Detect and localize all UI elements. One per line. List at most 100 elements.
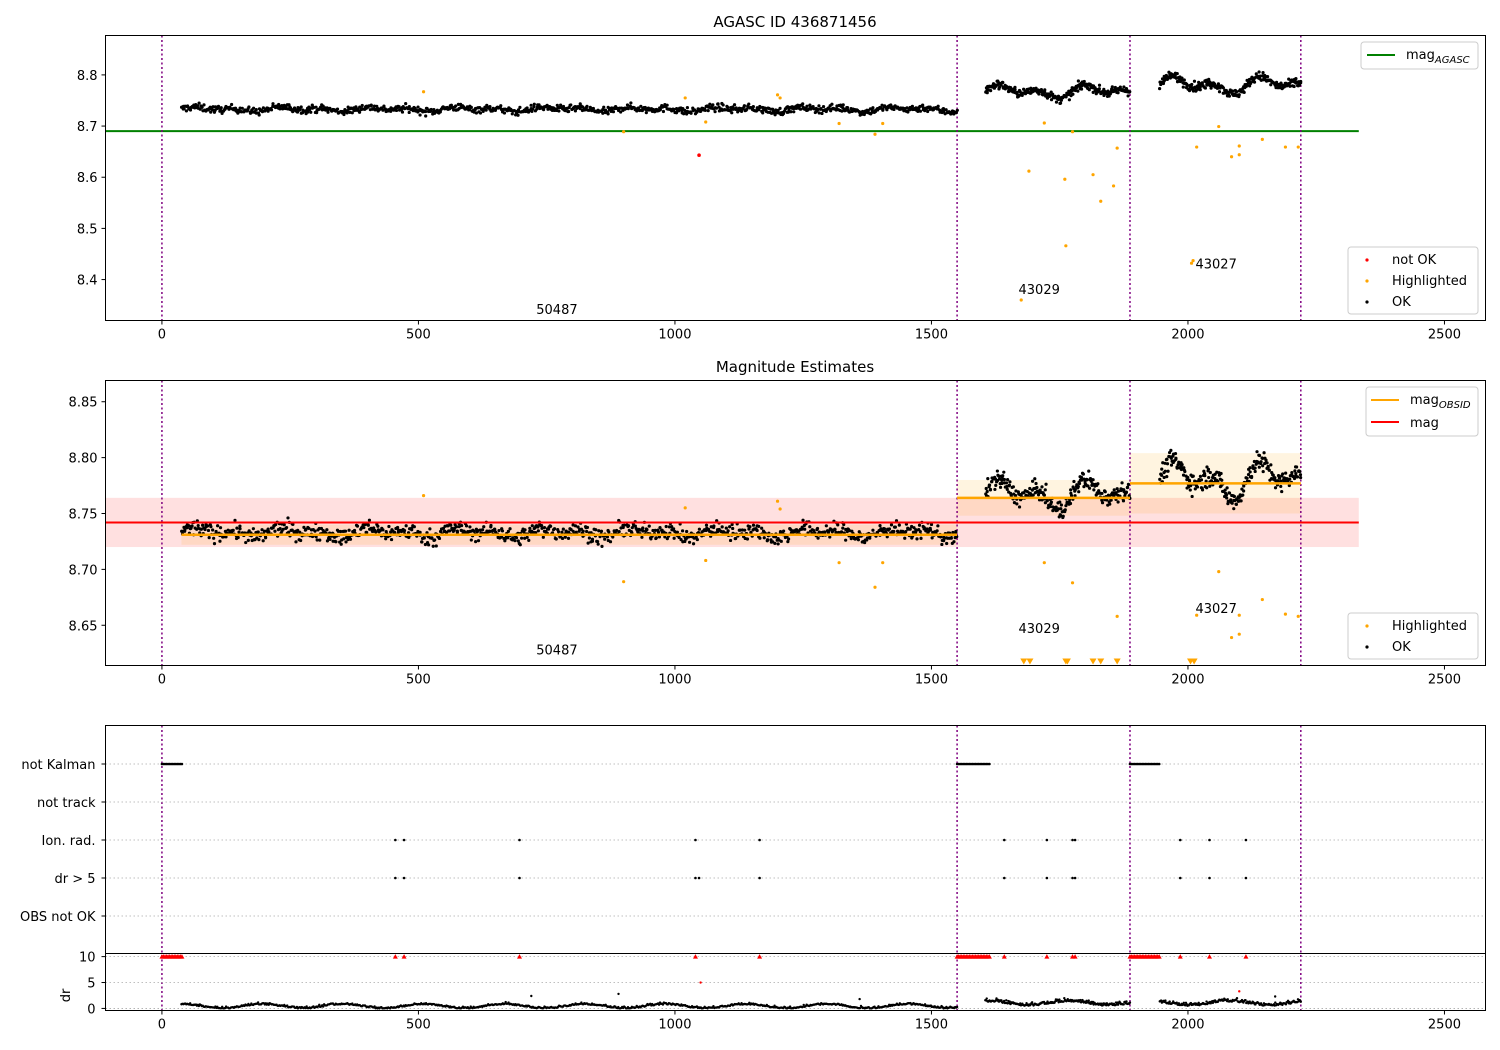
ok-point xyxy=(1043,90,1047,94)
ok-point xyxy=(730,522,734,527)
panel1-bands xyxy=(105,35,1359,321)
obsid-label: 50487 xyxy=(536,643,577,658)
ok-point xyxy=(919,536,923,540)
ok-point xyxy=(1294,77,1298,81)
ok-point xyxy=(468,108,472,112)
ok-point xyxy=(571,529,575,533)
ok-point xyxy=(296,528,300,532)
ok-point xyxy=(535,105,540,109)
ok-point xyxy=(602,105,606,109)
flag-point xyxy=(1071,876,1074,880)
ok-point xyxy=(307,526,311,531)
ok-point xyxy=(1260,456,1265,460)
ok-point xyxy=(994,483,998,487)
highlighted-point xyxy=(1111,184,1116,188)
ok-point xyxy=(1112,488,1116,492)
ok-point xyxy=(1248,470,1252,474)
ok-point xyxy=(529,103,533,107)
ok-point xyxy=(216,104,221,108)
highlighted-point xyxy=(1019,298,1023,302)
ok-point xyxy=(704,523,709,527)
ok-point xyxy=(182,107,186,111)
ok-point xyxy=(1197,80,1201,84)
ok-point xyxy=(721,103,725,107)
ok-point xyxy=(325,539,330,543)
ok-point xyxy=(1224,493,1229,497)
dr-point xyxy=(1226,998,1229,1001)
x-tick-label: 2500 xyxy=(1428,673,1461,688)
ok-point xyxy=(1121,499,1126,503)
ok-point xyxy=(682,112,686,116)
ok-point xyxy=(815,526,820,531)
ok-point xyxy=(806,107,811,111)
flag-point xyxy=(758,838,761,842)
ok-point xyxy=(1261,464,1265,468)
ok-point xyxy=(599,529,604,533)
dr-point xyxy=(1189,1001,1193,1005)
ok-point xyxy=(1067,98,1071,102)
ok-point xyxy=(474,539,478,544)
ok-point xyxy=(751,523,756,527)
panel2-frame xyxy=(105,380,1486,666)
ok-point xyxy=(209,110,213,114)
ok-point xyxy=(203,527,207,532)
ok-point xyxy=(480,528,485,532)
ok-point xyxy=(1295,475,1300,479)
highlighted-point xyxy=(1283,145,1288,149)
ok-point xyxy=(1013,85,1017,89)
y-tick-label: 8.6 xyxy=(77,171,98,186)
highlighted-point xyxy=(1296,145,1300,149)
ok-point xyxy=(1242,484,1246,488)
ok-point xyxy=(1183,469,1187,474)
ok-point xyxy=(594,528,598,532)
ok-point xyxy=(585,529,589,534)
ok-point xyxy=(1298,473,1303,477)
ok-point xyxy=(233,106,238,110)
ok-point xyxy=(1255,450,1259,454)
ok-point xyxy=(1126,482,1131,486)
ok-point xyxy=(1257,70,1261,74)
ok-point xyxy=(1097,87,1101,91)
ok-point xyxy=(672,107,676,112)
highlighted-point xyxy=(1099,199,1103,203)
ok-point xyxy=(647,524,651,528)
ok-point xyxy=(1221,86,1225,90)
ok-point xyxy=(1043,488,1047,492)
dr-point xyxy=(1122,1003,1125,1006)
ok-point xyxy=(626,524,631,528)
ok-point xyxy=(758,536,762,540)
ok-point xyxy=(1205,465,1209,469)
ok-point xyxy=(817,111,821,115)
ok-point xyxy=(365,530,369,535)
highlighted-point xyxy=(1217,570,1221,574)
ok-point xyxy=(1086,484,1090,488)
ok-point xyxy=(1267,468,1271,472)
ok-point xyxy=(995,469,999,473)
ok-point xyxy=(1264,458,1268,462)
ok-point xyxy=(560,530,564,534)
obsid-label: 43027 xyxy=(1195,257,1236,272)
ok-point xyxy=(656,530,661,534)
ok-point xyxy=(1077,481,1082,486)
x-tick-label: 2500 xyxy=(1428,1018,1461,1033)
highlighted-point xyxy=(1283,612,1288,616)
ok-point xyxy=(557,109,561,113)
ok-point xyxy=(387,524,391,529)
ok-point xyxy=(706,109,710,113)
ok-point xyxy=(190,524,194,528)
ok-point xyxy=(921,103,925,107)
ok-point xyxy=(510,112,514,116)
ok-point xyxy=(1188,484,1193,488)
ok-point xyxy=(845,105,850,110)
ok-point xyxy=(200,105,204,109)
ok-point xyxy=(214,529,218,534)
ok-point xyxy=(892,529,896,534)
ok-point xyxy=(949,536,953,540)
below-range-marker xyxy=(1063,658,1071,665)
ok-point xyxy=(1073,494,1077,498)
dr-point xyxy=(955,1005,959,1009)
ok-point xyxy=(472,529,476,533)
ok-point xyxy=(1063,508,1067,512)
ok-point xyxy=(350,111,354,115)
ok-point xyxy=(412,525,416,529)
